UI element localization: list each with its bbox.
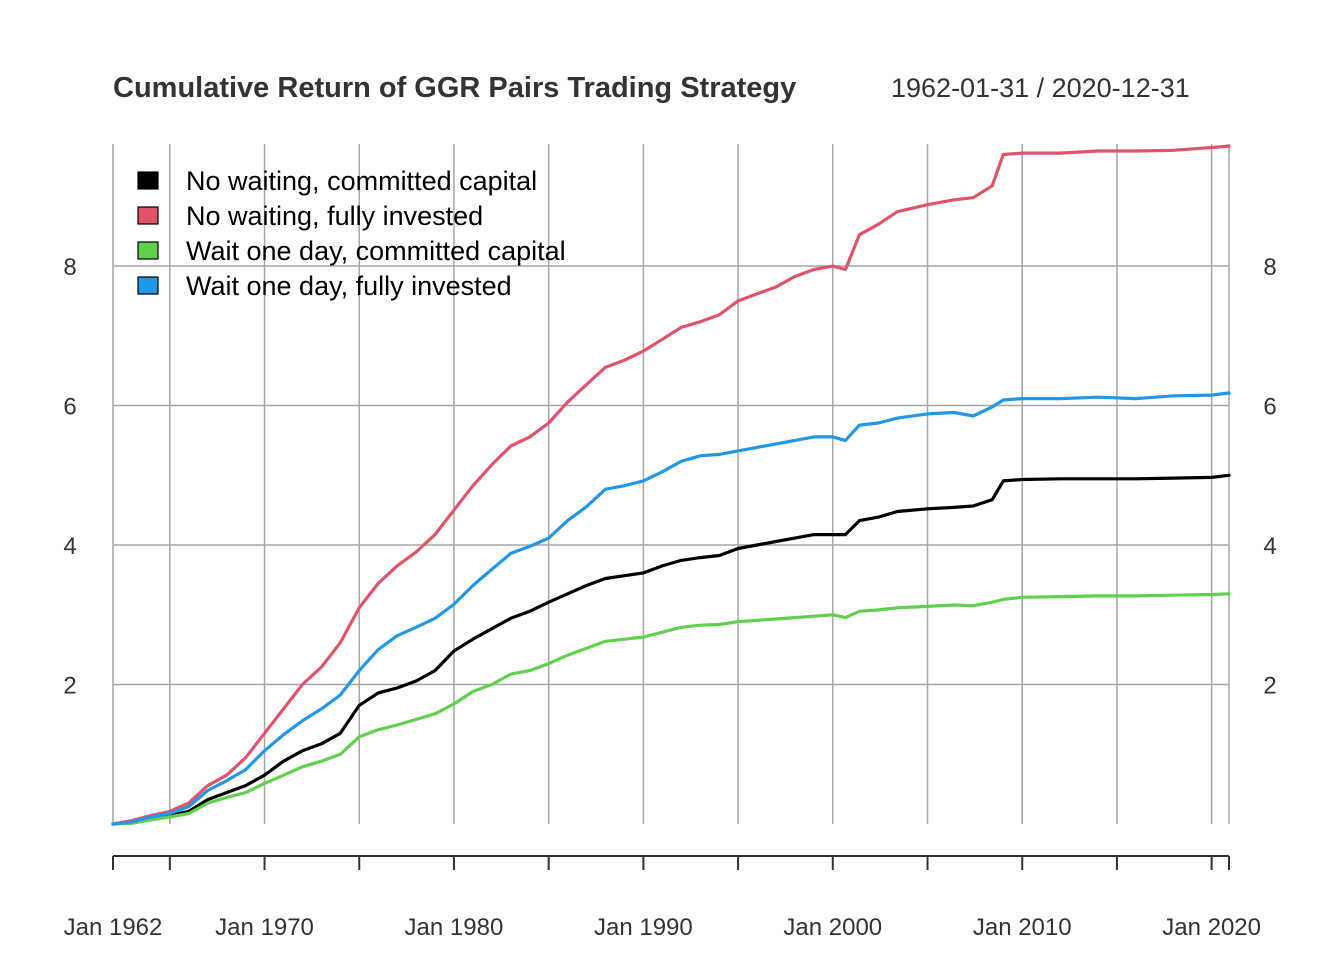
legend: No waiting, committed capital No waiting,… (137, 166, 566, 301)
y-tick-label-right: 2 (1263, 673, 1276, 700)
legend-label: Wait one day, committed capital (186, 236, 566, 266)
x-tick-label: Jan 2020 (1162, 914, 1261, 941)
x-tick-label: Jan 2000 (783, 914, 882, 941)
series-line-3 (111, 592, 1231, 826)
legend-label: No waiting, committed capital (186, 166, 537, 196)
chart-title: Cumulative Return of GGR Pairs Trading S… (113, 72, 796, 104)
y-tick-label-right: 6 (1263, 394, 1276, 421)
x-axis: Jan 1962 Jan 1970 Jan 1980 Jan 1990 Jan 2000… (64, 855, 1261, 941)
legend-label: No waiting, fully invested (186, 201, 483, 231)
legend-swatch (137, 206, 159, 225)
x-tick-label: Jan 1980 (405, 914, 504, 941)
x-tick-label: Jan 1990 (594, 914, 693, 941)
y-tick-label-left: 6 (63, 394, 76, 421)
legend-swatch (137, 171, 159, 190)
y-axis-tick-labels: 2 2 4 4 6 6 8 8 (63, 254, 1276, 699)
y-tick-label-left: 2 (63, 673, 76, 700)
series-line-4 (111, 391, 1231, 826)
chart-date-range: 1962-01-31 / 2020-12-31 (891, 73, 1190, 103)
y-tick-label-left: 8 (63, 254, 76, 281)
series-lines (111, 144, 1231, 826)
x-tick-label: Jan 1970 (215, 914, 314, 941)
legend-label: Wait one day, fully invested (186, 271, 512, 301)
y-tick-label-left: 4 (63, 533, 76, 560)
grid-lines (112, 144, 1230, 824)
y-tick-label-right: 4 (1263, 533, 1276, 560)
x-tick-label: Jan 2010 (973, 914, 1072, 941)
series-line-2 (111, 144, 1231, 826)
series-line-1 (111, 473, 1231, 826)
y-tick-label-right: 8 (1263, 254, 1276, 281)
legend-swatch (137, 241, 159, 260)
x-tick-label: Jan 1962 (64, 914, 163, 941)
legend-swatch (137, 276, 159, 295)
